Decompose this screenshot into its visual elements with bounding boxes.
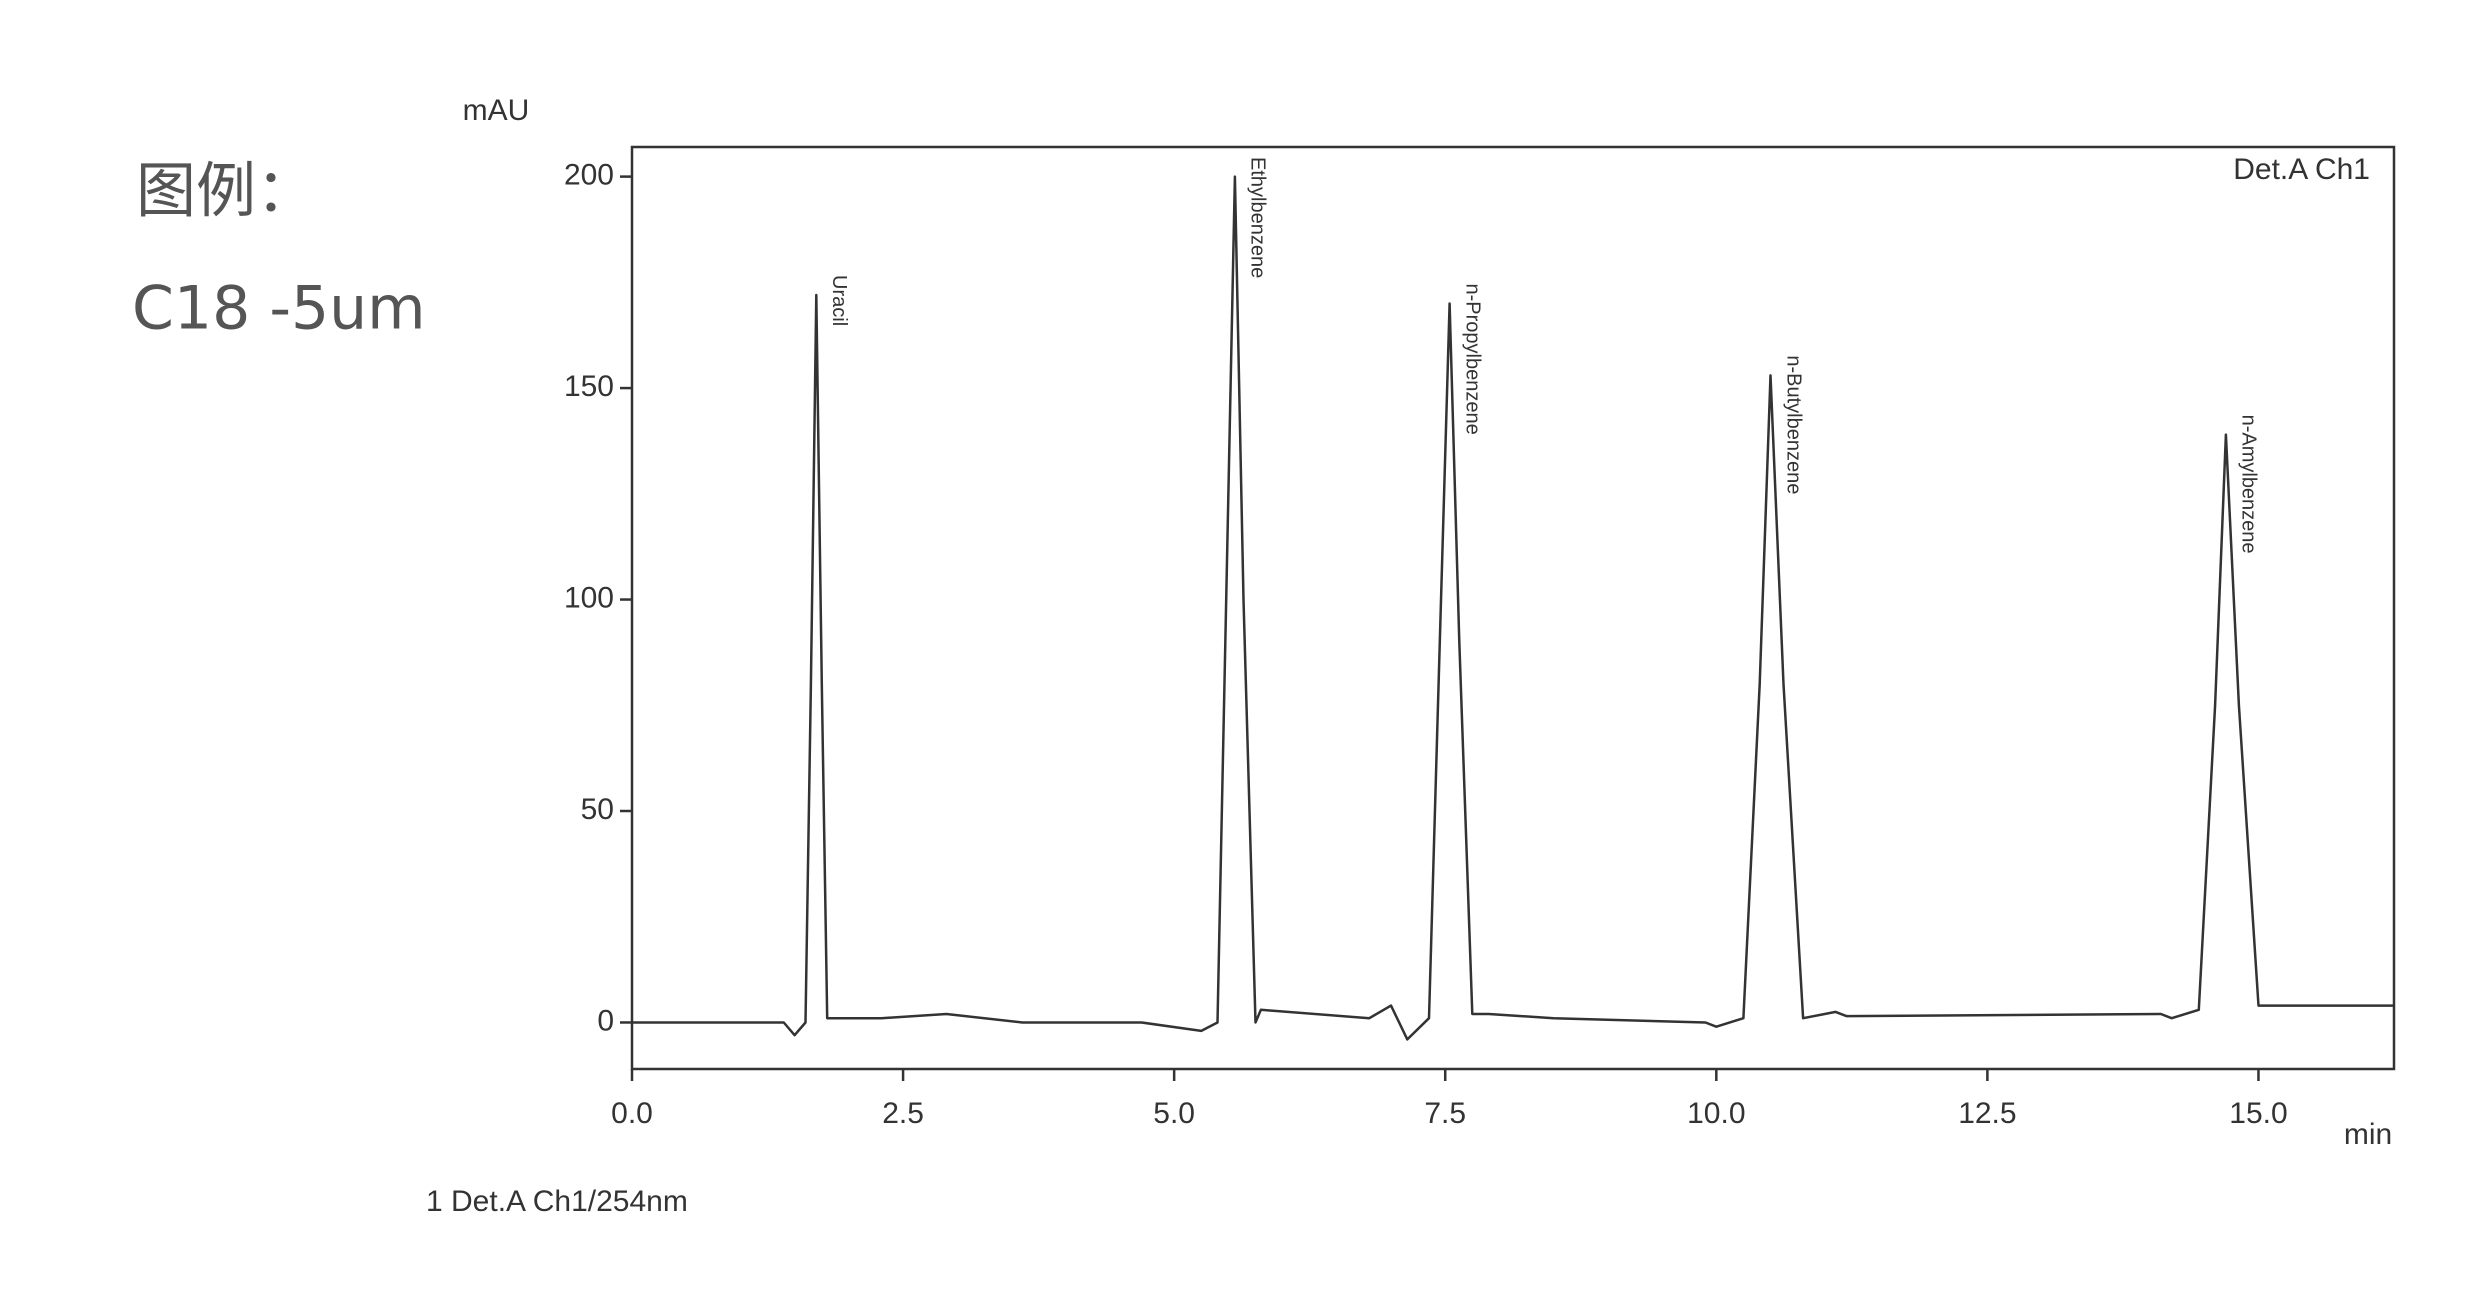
y-tick-label: 100 [564, 581, 614, 614]
column-label: C18 -5um [132, 274, 426, 344]
plot-frame [630, 145, 2396, 1071]
peak-label: Ethylbenzene [1247, 157, 1269, 278]
x-tick-label: 5.0 [1153, 1097, 1195, 1130]
y-tick-label: 150 [564, 370, 614, 403]
x-tick-label: 2.5 [882, 1097, 924, 1130]
y-tick-label: 0 [597, 1004, 614, 1037]
x-axis-label: min [2344, 1118, 2392, 1151]
peak-label: Uracil [828, 275, 850, 326]
x-tick-label: 10.0 [1687, 1097, 1745, 1130]
x-tick-label: 0.0 [611, 1097, 653, 1130]
y-tick-label: 50 [581, 793, 614, 826]
x-tick-label: 12.5 [1958, 1097, 2016, 1130]
x-tick-label: 7.5 [1424, 1097, 1466, 1130]
peak-label: n-Amylbenzene [2238, 415, 2260, 554]
peak-label: n-Propylbenzene [1461, 283, 1483, 434]
footer: 1 Det.A Ch1/254nm [426, 1185, 688, 1218]
peak-label: n-Butylbenzene [1782, 355, 1804, 494]
detector-label: Det.A Ch1 [2233, 153, 2370, 186]
legend-heading: 图例： [136, 157, 316, 227]
x-tick-label: 15.0 [2229, 1097, 2287, 1130]
y-axis-label: mAU [463, 94, 530, 127]
y-tick-label: 200 [564, 159, 614, 192]
trace [632, 175, 2394, 1041]
